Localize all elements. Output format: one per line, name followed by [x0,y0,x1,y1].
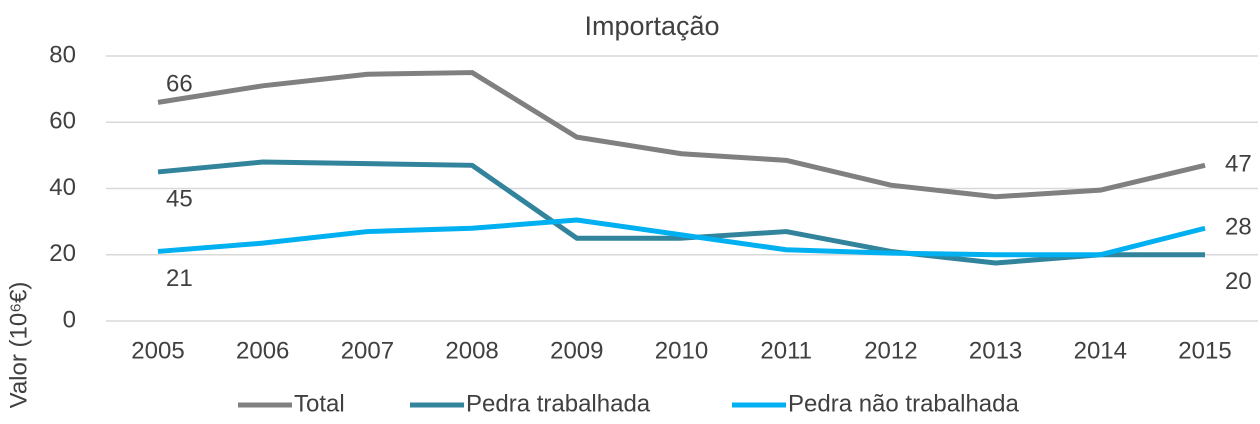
x-tick-label: 2009 [550,337,603,364]
data-label: 66 [166,71,193,98]
data-label: 47 [1225,151,1252,178]
x-tick-label: 2005 [131,337,184,364]
y-tick-label: 40 [49,174,76,201]
line-series [157,159,1205,266]
data-label: 45 [166,185,193,212]
y-tick-label: 80 [49,41,76,68]
line-series [157,217,1206,258]
x-tick-label: 2011 [760,337,812,364]
legend-label: Pedra não trabalhada [788,390,1020,417]
data-label: 20 [1225,268,1252,295]
x-tick-label: 2006 [236,337,289,364]
x-tick-label: 2007 [341,337,394,364]
data-label: 28 [1225,214,1252,241]
chart-title: Importação [584,11,719,41]
y-tick-label: 60 [49,108,76,135]
x-tick-label: 2014 [1074,337,1127,364]
x-tick-label: 2015 [1178,337,1231,364]
x-tick-label: 2012 [864,337,917,364]
y-tick-label: 0 [63,306,76,333]
y-axis-label: Valor (10⁶€) [5,282,32,409]
x-tick-label: 2013 [969,337,1022,364]
legend-label: Pedra trabalhada [466,390,651,417]
data-label: 21 [166,265,193,292]
legend-label: Total [294,390,345,417]
x-tick-label: 2008 [445,337,498,364]
line-series [157,70,1206,200]
y-tick-label: 20 [49,240,76,267]
x-tick-label: 2010 [655,337,708,364]
